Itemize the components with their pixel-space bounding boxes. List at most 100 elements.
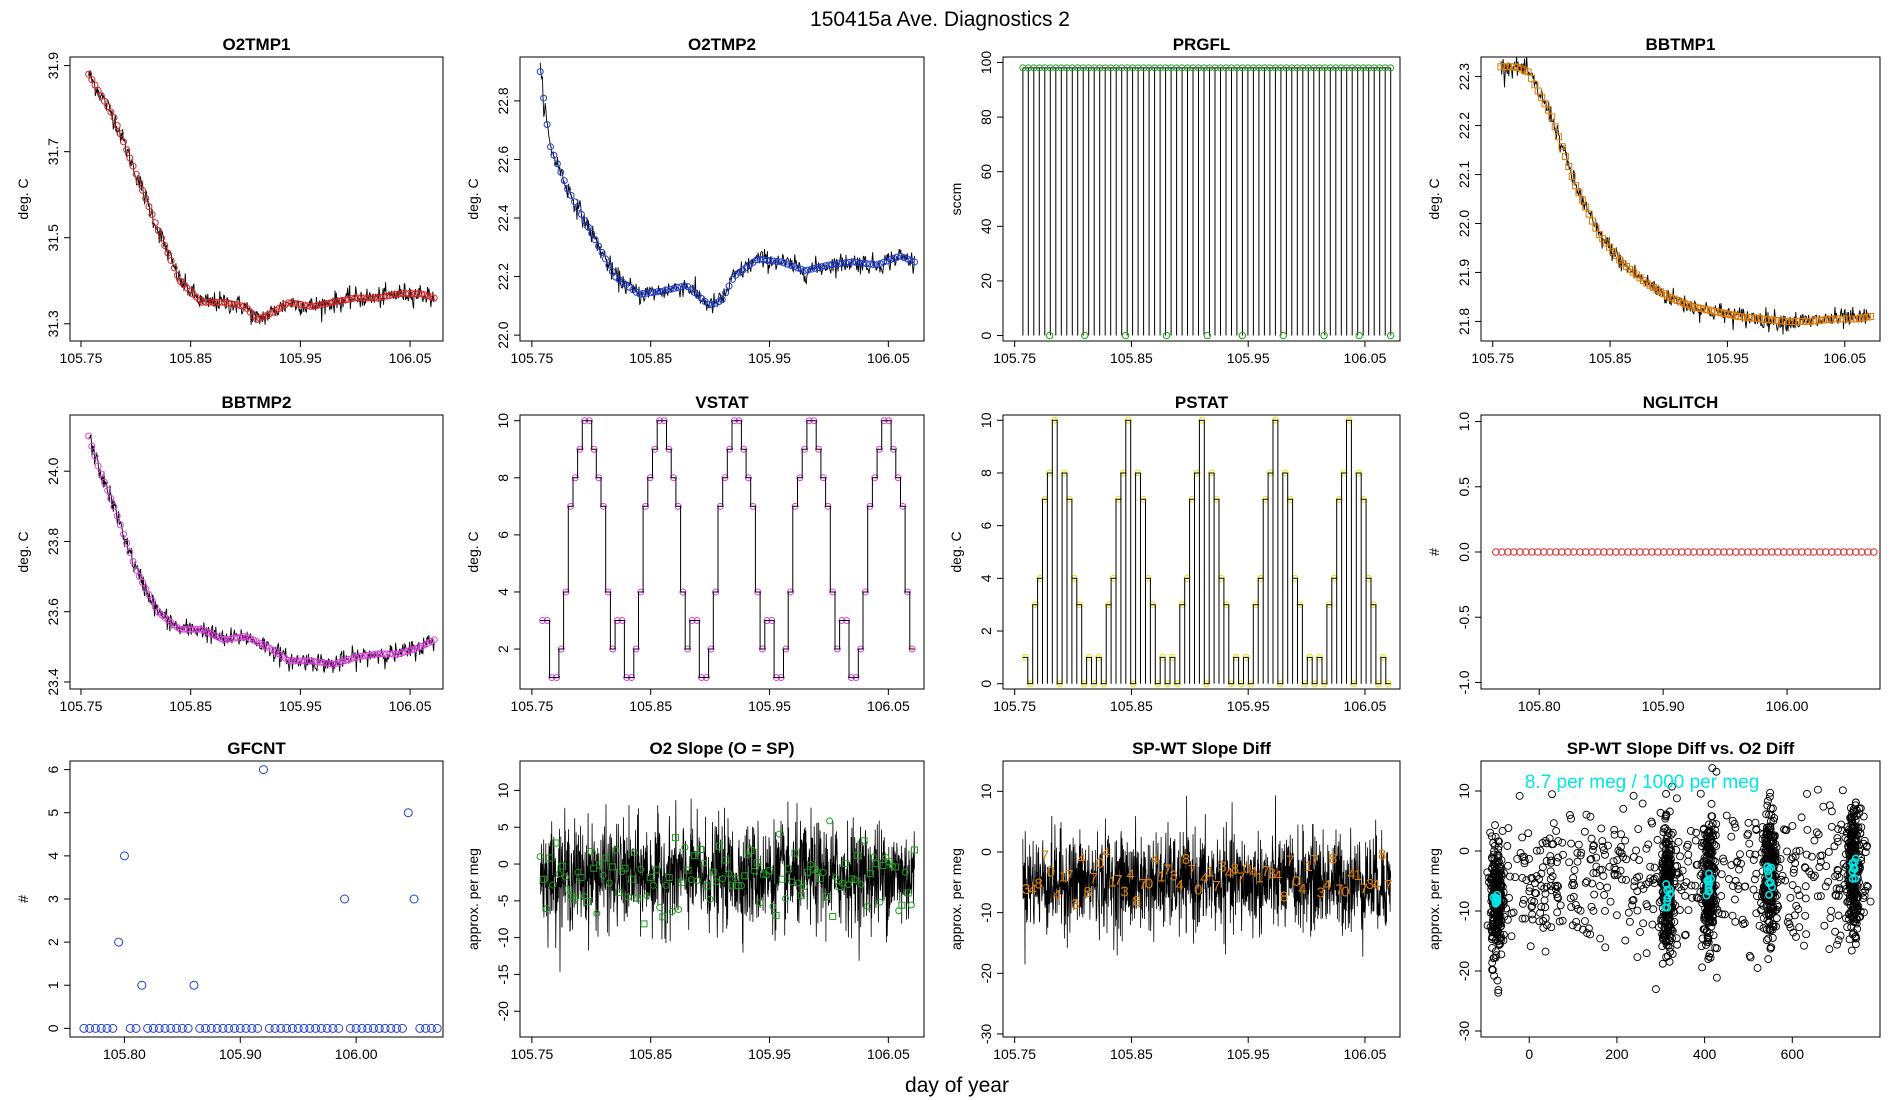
data-point: [660, 287, 668, 295]
data-point: [1838, 826, 1847, 835]
data-point: [1759, 901, 1768, 910]
data-point: [1494, 854, 1502, 862]
data-point: [1584, 924, 1593, 933]
data-point: [1552, 548, 1560, 556]
data-point: [1704, 938, 1713, 947]
data-point: [860, 837, 868, 845]
plot-content: 3487041734870417348704173487041734870417…: [1022, 795, 1392, 965]
data-point: [1301, 680, 1309, 688]
y-tick-label: 10: [1456, 783, 1472, 799]
data-point: [601, 255, 609, 263]
point-label: 4: [1028, 882, 1036, 899]
data-point: [1582, 810, 1591, 819]
y-tick-label: -15: [495, 964, 511, 984]
data-point: [832, 260, 840, 268]
data-point: [1630, 548, 1638, 556]
data-point: [1644, 840, 1653, 849]
data-point: [1528, 902, 1537, 910]
data-point: [1518, 914, 1527, 923]
point-label: 1: [1157, 869, 1165, 886]
data-point: [1710, 865, 1719, 873]
data-point: [288, 299, 296, 307]
data-point: [1547, 923, 1556, 932]
data-point: [142, 194, 150, 202]
data-point: [1277, 64, 1285, 72]
data-point: [1764, 796, 1772, 805]
data-point: [1705, 929, 1714, 938]
data-point: [571, 895, 579, 903]
data-point: [1786, 893, 1795, 902]
data-point: [201, 1023, 211, 1033]
data-point: [1487, 885, 1496, 894]
data-point: [258, 765, 268, 775]
data-point: [104, 486, 112, 494]
data-point: [1804, 548, 1812, 556]
data-point: [738, 882, 746, 890]
data-point: [1208, 469, 1216, 477]
data-point: [782, 895, 790, 903]
data-point: [1767, 845, 1776, 854]
data-point: [1588, 548, 1596, 556]
data-point: [1348, 64, 1356, 72]
data-point: [634, 894, 642, 902]
data-point: [903, 588, 911, 596]
data-point: [1252, 601, 1260, 609]
data-point: [120, 530, 128, 538]
data-point: [1129, 680, 1137, 688]
data-point: [1151, 64, 1159, 72]
x-tick-label: 106.05: [1344, 1046, 1387, 1062]
panel-title: BBTMP1: [1646, 35, 1716, 54]
data-point: [154, 227, 162, 235]
mean-point: [1492, 895, 1501, 904]
data-point: [1282, 64, 1290, 72]
series-line: [1500, 57, 1872, 335]
data-point: [1335, 495, 1343, 503]
y-tick-label: -10: [495, 927, 511, 947]
data-point: [1144, 574, 1152, 582]
data-point: [684, 645, 692, 653]
data-point: [1712, 842, 1721, 851]
data-point: [1794, 905, 1803, 914]
data-point: [424, 292, 432, 300]
point-label: 7: [1065, 867, 1073, 884]
data-point: [1857, 823, 1866, 832]
data-point: [1530, 879, 1539, 888]
y-tick-label: 6: [45, 766, 61, 774]
panel-title: BBTMP2: [222, 393, 292, 412]
data-point: [1662, 936, 1671, 945]
data-point: [221, 299, 229, 307]
data-point: [1293, 64, 1301, 72]
data-point: [1709, 918, 1717, 927]
x-tick-label: 105.85: [1110, 698, 1153, 714]
data-point: [1590, 890, 1599, 899]
data-point: [1493, 858, 1502, 867]
data-point: [1673, 940, 1682, 949]
y-tick-label: 1: [45, 981, 61, 989]
data-point: [708, 301, 716, 309]
data-point: [1753, 964, 1762, 972]
data-point: [1387, 64, 1395, 72]
data-point: [1789, 865, 1798, 874]
data-point: [749, 502, 757, 510]
data-point: [715, 842, 723, 850]
data-point: [1616, 866, 1625, 875]
data-point: [1521, 914, 1530, 923]
data-point: [1852, 822, 1861, 831]
data-point: [1527, 896, 1536, 905]
data-point: [1488, 933, 1497, 942]
data-point: [1516, 849, 1525, 857]
data-point: [1570, 866, 1579, 875]
data-point: [571, 474, 579, 482]
data-point: [1540, 884, 1549, 893]
data-point: [131, 1023, 141, 1033]
data-point: [297, 301, 305, 309]
data-point: [1622, 875, 1631, 884]
data-point: [1354, 64, 1362, 72]
figure-xlabel: day of year: [905, 1074, 1009, 1097]
data-point: [1636, 548, 1644, 556]
data-point: [154, 1023, 164, 1033]
point-label: 3: [1268, 866, 1276, 883]
data-point: [1592, 853, 1601, 862]
data-point: [1728, 816, 1737, 825]
data-point: [1863, 882, 1872, 891]
